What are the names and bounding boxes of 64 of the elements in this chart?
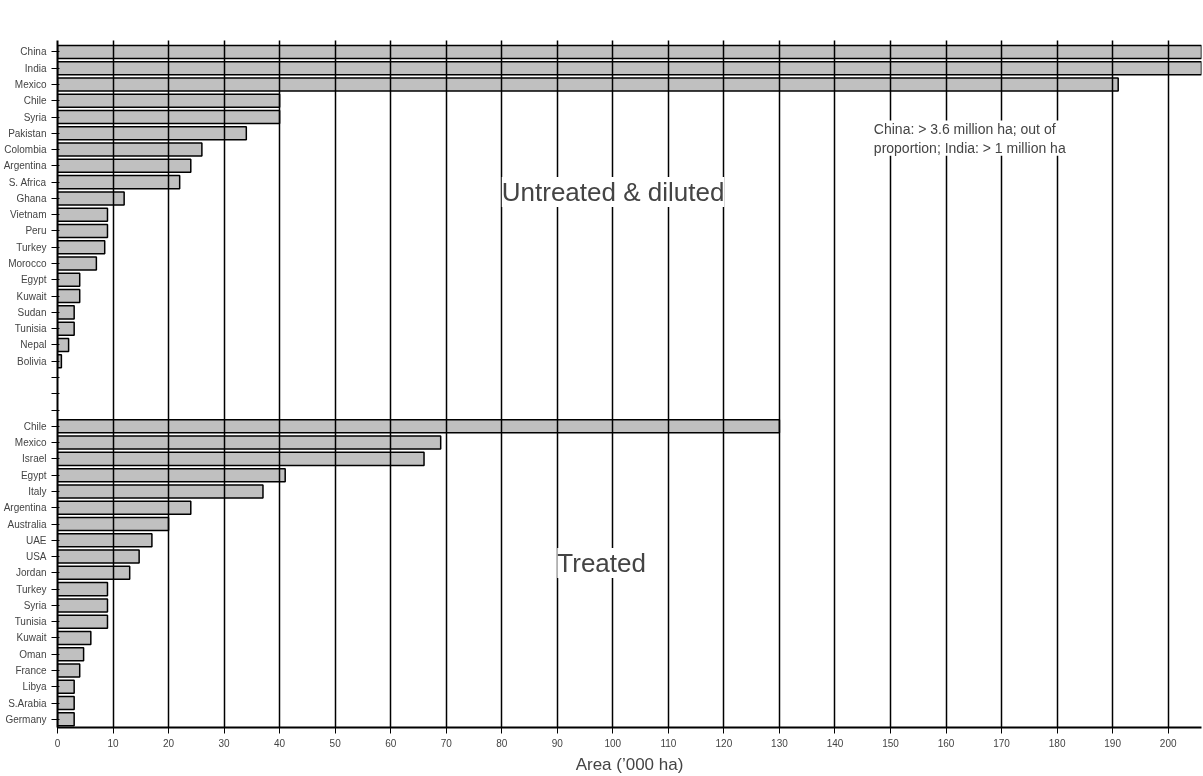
x-tick-label: 130 (771, 737, 789, 749)
x-axis-title: Area (’000 ha) (575, 754, 684, 774)
x-tick-label: 90 (551, 737, 564, 749)
y-tick-label: Mexico (14, 78, 47, 90)
y-tick-label: S. Africa (8, 176, 47, 188)
annotation: Treated (557, 548, 646, 579)
y-tick-label: USA (25, 551, 47, 563)
y-tick-label: Tunisia (14, 616, 47, 628)
annotation: Untreated & diluted (501, 176, 725, 207)
x-tick-label: 160 (937, 737, 955, 749)
y-tick-label: Chile (23, 420, 47, 432)
y-tick-label: Tunisia (14, 323, 47, 335)
y-tick-label: Morocco (8, 258, 47, 270)
x-tick-label: 180 (1048, 737, 1066, 749)
y-tick-label: Syria (23, 599, 47, 611)
y-tick-label: Nepal (20, 339, 47, 351)
y-tick-label: Argentina (3, 160, 47, 172)
x-tick-label: 170 (993, 737, 1011, 749)
y-tick-label: UAE (25, 534, 47, 546)
x-tick-label: 140 (826, 737, 844, 749)
x-tick-label: 30 (218, 737, 231, 749)
x-tick-label: 20 (163, 737, 175, 749)
y-tick-label: Israel (22, 453, 47, 465)
y-tick-label: Bolivia (17, 355, 47, 367)
x-tick-label: 40 (274, 737, 286, 749)
y-tick-label: Jordan (15, 567, 47, 579)
y-tick-label: Pakistan (8, 127, 47, 139)
y-tick-label: Italy (28, 485, 47, 497)
y-tick-label: India (24, 62, 47, 74)
y-tick-label: Turkey (16, 241, 47, 253)
y-tick-label: Libya (22, 681, 47, 693)
y-tick-label: Vietnam (10, 209, 47, 221)
y-tick-label: Syria (23, 111, 47, 123)
x-tick-label: 120 (715, 737, 733, 749)
y-tick-label: Egypt (20, 274, 47, 286)
y-tick-label: Argentina (3, 502, 47, 514)
x-tick-label: 60 (385, 737, 397, 749)
y-tick-label: Mexico (14, 437, 47, 449)
y-tick-label: Egypt (20, 469, 47, 481)
x-tick-label: 0 (54, 737, 61, 749)
x-tick-label: 150 (882, 737, 900, 749)
x-tick-label: 200 (1159, 737, 1177, 749)
y-tick-label: China (20, 46, 47, 58)
y-tick-label: Peru (25, 225, 47, 237)
x-tick-label: 10 (107, 737, 120, 749)
y-tick-label: Chile (23, 95, 47, 107)
x-tick-label: 80 (496, 737, 508, 749)
y-tick-label: Kuwait (16, 632, 47, 644)
y-tick-label: Ghana (16, 192, 47, 204)
y-tick-label: Oman (19, 648, 47, 660)
y-tick-label: Turkey (16, 583, 47, 595)
y-tick-label: Sudan (17, 306, 47, 318)
y-tick-label: S.Arabia (8, 697, 47, 709)
y-tick-label: France (15, 665, 47, 677)
y-tick-label: Australia (7, 518, 47, 530)
y-tick-label: Colombia (4, 144, 47, 156)
x-tick-label: 110 (660, 737, 677, 749)
x-tick-label: 70 (440, 737, 453, 749)
x-tick-label: 190 (1104, 737, 1122, 749)
x-tick-label: 50 (329, 737, 342, 749)
x-tick-label: 100 (604, 737, 622, 749)
y-tick-label: Germany (5, 713, 47, 725)
y-tick-label: Kuwait (16, 290, 47, 302)
annotation: China: > 3.6 million ha; out of proportion; India: > 1 million ha (873, 120, 1066, 156)
